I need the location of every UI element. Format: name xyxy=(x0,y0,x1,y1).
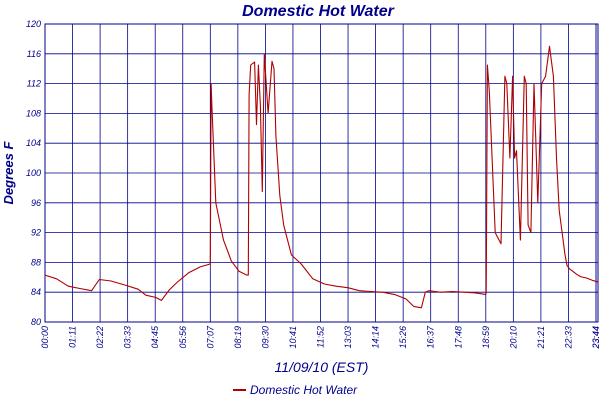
x-tick-label: 03:33 xyxy=(123,326,133,349)
y-tick-label: 92 xyxy=(31,228,41,238)
legend: Domestic Hot Water xyxy=(233,383,358,397)
x-tick-label: 10:41 xyxy=(288,326,298,349)
x-tick-label: 08:19 xyxy=(233,326,243,349)
y-tick-label: 96 xyxy=(31,198,41,208)
x-axis-ticks: 00:00 01:11 02:22 03:33 04:45 05:56 07:07 08:19… xyxy=(40,325,600,350)
x-tick-label: 13:03 xyxy=(343,326,353,349)
y-tick-label: 100 xyxy=(26,168,41,178)
series-layer xyxy=(44,45,598,309)
y-tick-label: 104 xyxy=(26,138,41,148)
y-tick-label: 112 xyxy=(27,79,41,89)
x-tick-label: 18:59 xyxy=(481,326,491,349)
y-tick-label: 108 xyxy=(26,108,41,118)
x-tick-label: 22:33 xyxy=(563,326,573,350)
x-tick-label: 01:11 xyxy=(68,326,78,348)
legend-label: Domestic Hot Water xyxy=(250,383,358,397)
x-tick-label: 09:30 xyxy=(260,326,270,349)
x-tick-label: 00:00 xyxy=(40,326,50,349)
y-tick-label: 84 xyxy=(31,287,41,297)
x-tick-label: 04:45 xyxy=(150,325,160,349)
plot-frame xyxy=(44,23,599,323)
grid xyxy=(44,23,598,323)
x-tick-label: 05:56 xyxy=(178,326,188,349)
x-tick-label: 20:10 xyxy=(508,326,518,350)
x-tick-label: 14:14 xyxy=(371,326,381,349)
x-tick-label: 23:44 xyxy=(591,326,600,350)
chart-title: Domestic Hot Water xyxy=(242,3,395,20)
y-tick-label: 116 xyxy=(27,49,41,59)
x-tick-label: 23:44 xyxy=(591,326,600,350)
y-tick-label: 80 xyxy=(31,317,41,327)
x-tick-label: 07:07 xyxy=(205,325,215,349)
x-tick-label: 11:52 xyxy=(316,326,326,348)
y-tick-label: 88 xyxy=(31,257,41,267)
x-tick-label: 21:21 xyxy=(536,326,546,350)
y-axis-ticks: 80 84 88 92 96 100 104 108 112 116 120 xyxy=(26,19,41,327)
y-tick-label: 120 xyxy=(26,19,41,29)
x-axis-label: 11/09/10 (EST) xyxy=(275,359,369,375)
x-tick-label: 16:37 xyxy=(426,325,436,349)
series-line xyxy=(44,45,598,309)
y-axis-label: Degrees F xyxy=(1,141,16,205)
x-tick-label: 17:48 xyxy=(453,326,463,349)
x-tick-label: 15:26 xyxy=(398,326,408,349)
x-tick-label: 02:22 xyxy=(95,326,105,349)
